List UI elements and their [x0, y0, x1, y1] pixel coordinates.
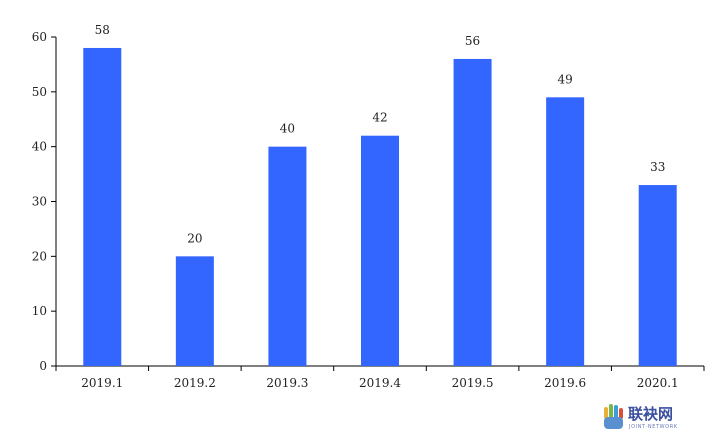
bar-2019.3: [268, 146, 307, 366]
x-tick-label: 2019.2: [174, 376, 216, 390]
bar-value-label: 49: [558, 72, 573, 86]
x-tick-label: 2019.6: [544, 376, 586, 390]
y-tick-label: 10: [32, 304, 47, 318]
bar-value-label: 58: [95, 23, 110, 37]
watermark-text: 联袂网: [628, 405, 673, 423]
bar-value-label: 40: [280, 122, 295, 136]
y-tick-label: 30: [32, 195, 47, 209]
bar-2020.1: [638, 185, 677, 366]
y-axis: 0 10 20 30 40 50 60: [32, 30, 57, 373]
x-tick-label: 2019.5: [452, 376, 494, 390]
bar-2019.5: [453, 58, 492, 366]
y-tick-label: 40: [32, 140, 47, 154]
bar-value-label: 56: [465, 34, 480, 48]
bar-2019.4: [361, 135, 399, 366]
x-tick-label: 2019.4: [359, 376, 401, 390]
y-tick-label: 20: [32, 249, 47, 263]
bar-value-label: 42: [372, 111, 387, 125]
bar-2019.2: [175, 256, 214, 366]
bar-2019.1: [83, 47, 122, 366]
x-tick-label: 2019.3: [266, 376, 308, 390]
hand-icon: [604, 404, 623, 429]
x-tick-label: 2019.1: [81, 376, 123, 390]
y-tick-label: 50: [32, 85, 47, 99]
watermark-subtext: JOINT·NETWORK: [628, 424, 678, 430]
x-axis: 2019.1 2019.2 2019.3 2019.4 2019.5 2019.6 2020…: [55, 365, 705, 390]
bar-value-label: 33: [650, 160, 665, 174]
bar-value-label: 20: [187, 231, 202, 245]
y-tick-label: 0: [39, 359, 47, 373]
bars: [83, 47, 677, 367]
bar-2019.6: [546, 97, 585, 367]
x-tick-label: 2020.1: [637, 376, 679, 390]
y-tick-label: 60: [32, 30, 47, 44]
watermark-logo: 联袂网 JOINT·NETWORK: [604, 404, 678, 430]
bar-value-labels: 58 20 40 42 56 49 33: [95, 23, 666, 245]
